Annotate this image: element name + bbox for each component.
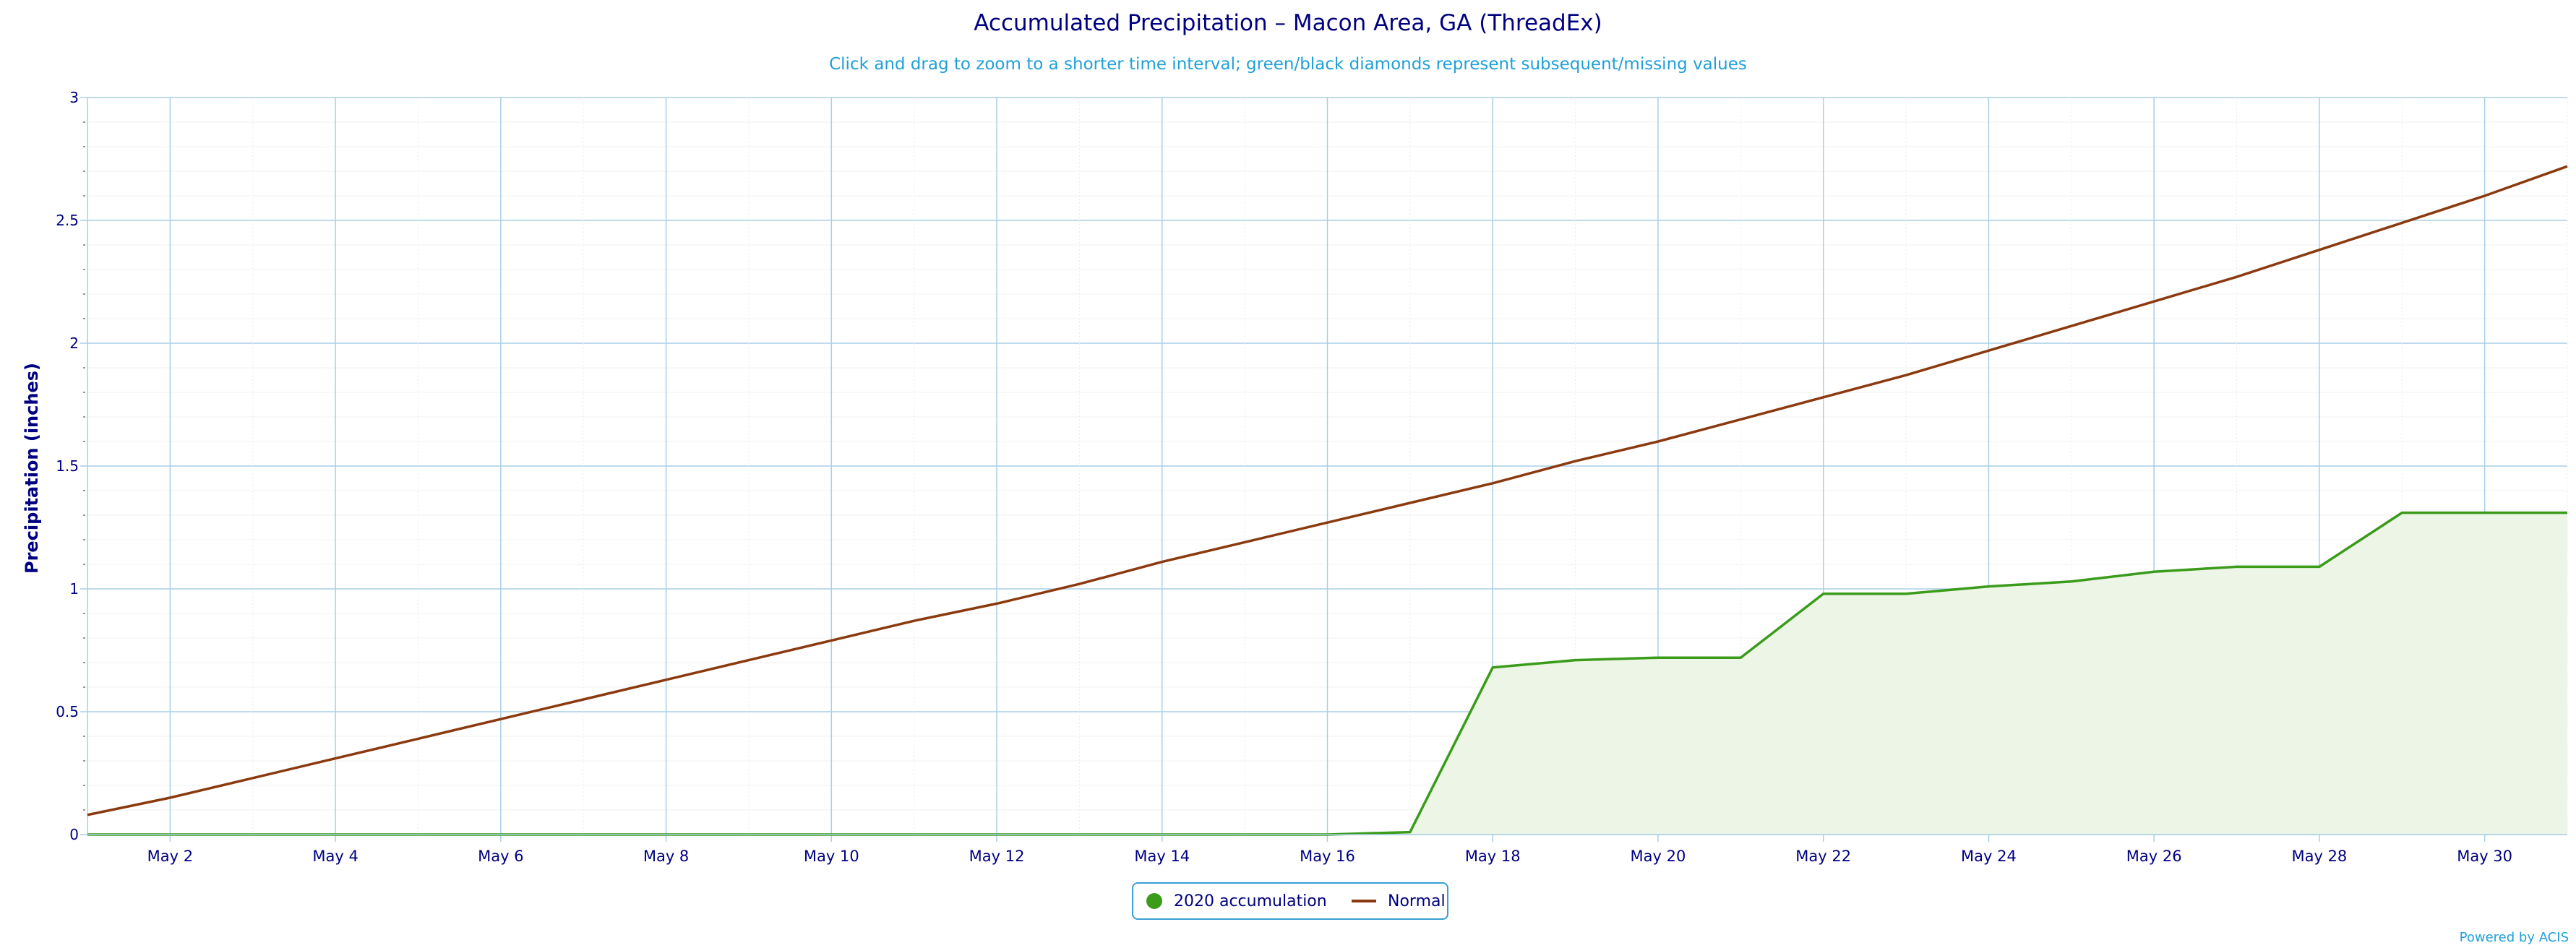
- legend: 2020 accumulation Normal: [1132, 882, 1448, 920]
- x-tick-label: May 28: [2291, 848, 2347, 865]
- x-tick-label: May 22: [1795, 848, 1851, 865]
- x-tick-label: May 30: [2457, 848, 2512, 865]
- x-tick-label: May 16: [1300, 848, 1355, 865]
- y-tick-label: 0.5: [56, 703, 79, 720]
- y-tick-label: 1: [69, 580, 79, 598]
- credit-link[interactable]: Powered by ACIS: [2459, 930, 2569, 945]
- x-tick-label: May 8: [643, 848, 689, 865]
- legend-marker-normal: [1352, 900, 1376, 902]
- x-tick-label: May 26: [2126, 848, 2182, 865]
- x-tick-label: May 2: [147, 848, 193, 865]
- chart-title: Accumulated Precipitation – Macon Area, …: [974, 10, 1602, 36]
- legend-label-normal: Normal: [1388, 892, 1446, 910]
- x-tick-label: May 4: [312, 848, 358, 865]
- normal-line: [87, 165, 2568, 816]
- legend-item-normal[interactable]: Normal: [1352, 884, 1446, 918]
- y-tick-label: 2.5: [56, 212, 79, 229]
- legend-item-2020[interactable]: 2020 accumulation: [1146, 884, 1327, 918]
- x-tick-label: May 24: [1961, 848, 2017, 865]
- x-tick-label: May 18: [1465, 848, 1521, 865]
- x-tick-label: May 10: [804, 848, 859, 865]
- y-tick-label: 3: [69, 89, 79, 106]
- x-tick-label: May 6: [478, 848, 523, 865]
- accumulation-area: [87, 512, 2567, 835]
- x-tick-label: May 20: [1631, 848, 1686, 865]
- chart-subtitle: Click and drag to zoom to a shorter time…: [829, 55, 1747, 74]
- y-tick-label: 1.5: [56, 457, 79, 475]
- x-tick-label: May 12: [969, 848, 1025, 865]
- y-tick-label: 2: [69, 335, 79, 352]
- legend-label-2020: 2020 accumulation: [1174, 892, 1327, 910]
- x-tick-label: May 14: [1134, 848, 1190, 865]
- y-tick-label: 0: [69, 826, 79, 843]
- legend-marker-2020: [1146, 893, 1162, 909]
